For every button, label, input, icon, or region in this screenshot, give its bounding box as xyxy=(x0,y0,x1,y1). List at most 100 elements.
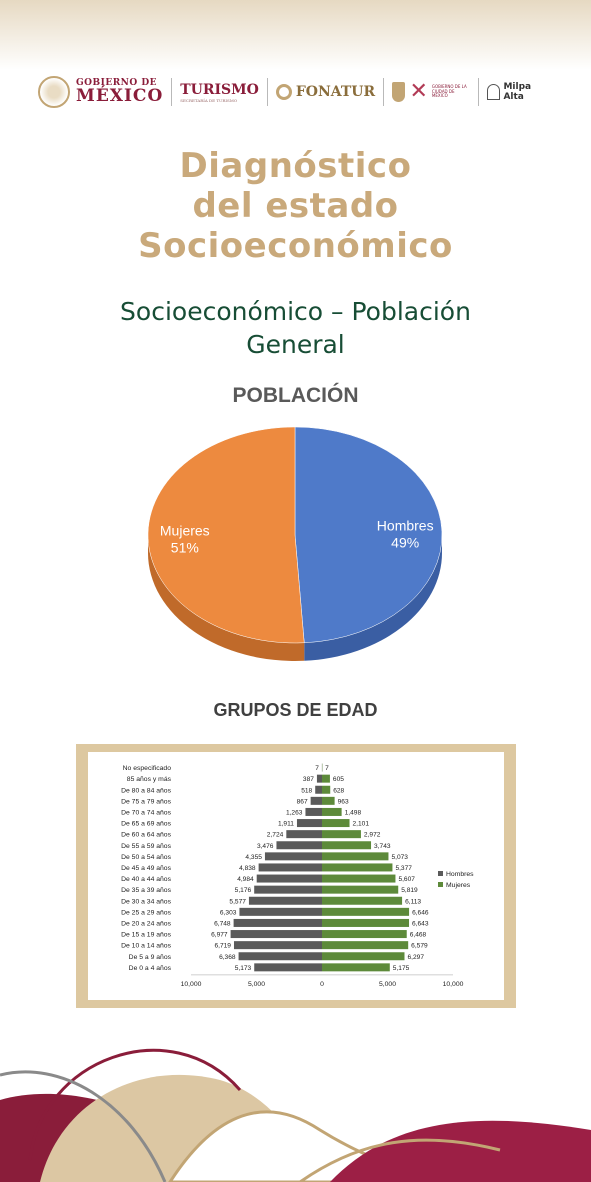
age-group-label: 85 años y más xyxy=(127,776,172,783)
mujeres-bar xyxy=(322,963,390,972)
age-group-label: De 75 a 79 años xyxy=(121,798,171,805)
mujeres-value-label: 2,972 xyxy=(364,832,381,839)
gobierno-small-text: GOBIERNO DE xyxy=(76,78,158,88)
mujeres-bar xyxy=(322,841,372,850)
legend-label: Hombres xyxy=(446,871,474,878)
fonatur-flower-icon xyxy=(275,84,292,100)
hombres-bar xyxy=(310,796,322,805)
hombres-bar xyxy=(233,918,322,927)
age-group-label: De 65 a 69 años xyxy=(121,821,171,828)
age-group-label: De 35 a 39 años xyxy=(121,887,171,894)
mujeres-bar xyxy=(322,819,350,828)
hombres-value-label: 5,176 xyxy=(235,887,252,894)
age-group-label: De 0 a 4 años xyxy=(129,965,172,972)
logo-separator xyxy=(477,78,479,106)
mujeres-bar xyxy=(322,807,342,816)
mujeres-bar xyxy=(322,774,330,783)
age-group-label: De 5 a 9 años xyxy=(129,954,172,961)
mujeres-value-label: 5,377 xyxy=(395,865,412,872)
hombres-bar xyxy=(248,896,322,905)
gobierno-de-mexico-logo: GOBIERNO DE MÉXICO xyxy=(38,76,163,108)
turismo-text: TURISMO xyxy=(180,81,259,98)
hombres-bar xyxy=(256,874,322,883)
turismo-subtext: SECRETARÍA DE TURISMO xyxy=(180,97,238,103)
mujeres-value-label: 6,297 xyxy=(407,954,424,961)
mujeres-bar xyxy=(322,918,410,927)
hombres-value-label: 6,303 xyxy=(220,909,237,916)
mujeres-bar xyxy=(322,796,335,805)
pie-side-mujeres xyxy=(148,535,305,661)
hombres-bar xyxy=(276,841,322,850)
x-tick-label: 5,000 xyxy=(379,981,396,988)
mujeres-value-label: 6,579 xyxy=(411,943,428,950)
hombres-bar xyxy=(258,863,322,872)
pie-side-hombres xyxy=(304,535,442,661)
legend-swatch xyxy=(438,882,443,887)
age-group-label: No especificado xyxy=(123,765,172,772)
mujeres-value-label: 3,743 xyxy=(374,843,391,850)
age-group-label: De 40 a 44 años xyxy=(121,876,171,883)
title-line: Diagnóstico xyxy=(179,146,412,186)
age-pyramid-chart: No especificado 7 7 85 años y más 387 605 De 8… xyxy=(121,763,474,988)
hombres-value-label: 6,368 xyxy=(219,954,236,961)
page-subtitle: Socioeconómico – Población General xyxy=(0,295,591,361)
mujeres-value-label: 6,468 xyxy=(410,932,427,939)
mujeres-value-label: 6,643 xyxy=(412,920,429,927)
age-group-label: De 50 a 54 años xyxy=(121,854,171,861)
subtitle-line: Socioeconómico – Población xyxy=(120,297,471,326)
wine-right-shape xyxy=(330,1120,591,1182)
mujeres-value-label: 963 xyxy=(338,798,349,805)
mujeres-bar xyxy=(322,885,399,894)
hombres-value-label: 1,911 xyxy=(278,821,294,828)
gray-arc-line xyxy=(0,1070,167,1182)
subtitle-line: General xyxy=(246,330,345,359)
age-group-label: De 30 a 34 años xyxy=(121,898,171,905)
hombres-value-label: 6,977 xyxy=(211,932,228,939)
hombres-bar xyxy=(264,852,322,861)
gold-right-line xyxy=(299,1138,501,1182)
hombres-value-label: 6,748 xyxy=(214,920,231,927)
age-group-label: De 80 a 84 años xyxy=(121,787,171,794)
pyramid-chart-frame: No especificado 7 7 85 años y más 387 605 De 8… xyxy=(76,744,516,1008)
x-tick-label: 10,000 xyxy=(181,981,202,988)
mujeres-value-label: 6,113 xyxy=(405,898,421,905)
cdmx-shield-icon xyxy=(392,82,406,102)
hombres-bar xyxy=(254,963,322,972)
hombres-value-label: 6,719 xyxy=(214,943,231,950)
age-group-label: De 10 a 14 años xyxy=(121,943,171,950)
hombres-value-label: 4,355 xyxy=(245,854,262,861)
mujeres-value-label: 628 xyxy=(333,787,344,794)
milpa-alta-icon xyxy=(486,84,501,100)
logo-separator xyxy=(171,78,173,106)
title-line: del estado xyxy=(192,186,399,226)
hombres-value-label: 7 xyxy=(315,765,319,772)
pie-label-value: 51% xyxy=(171,540,199,556)
hombres-value-label: 2,724 xyxy=(267,832,284,839)
hombres-bar xyxy=(286,830,322,839)
age-group-label: De 45 a 49 años xyxy=(121,865,171,872)
mujeres-bar xyxy=(322,830,361,839)
mujeres-value-label: 6,646 xyxy=(412,909,429,916)
pyramid-chart-panel: No especificado 7 7 85 años y más 387 605 De 8… xyxy=(88,752,504,1000)
cdmx-cross-icon: ✕ xyxy=(409,79,428,104)
cdmx-line1: GOBIERNO DE LA xyxy=(431,83,467,89)
institutional-logos: GOBIERNO DE MÉXICO TURISMO SECRETARÍA DE… xyxy=(38,74,553,110)
pie-label-name: Hombres xyxy=(377,517,434,533)
mujeres-bar xyxy=(322,896,403,905)
pie-label-value: 49% xyxy=(391,534,419,550)
page-title: Diagnóstico del estado Socioeconómico xyxy=(0,146,591,266)
hombres-value-label: 5,173 xyxy=(235,965,252,972)
hombres-value-label: 5,577 xyxy=(229,898,246,905)
fonatur-text: FONATUR xyxy=(295,84,376,100)
hombres-value-label: 4,984 xyxy=(237,876,254,883)
hombres-value-label: 4,838 xyxy=(239,865,256,872)
hombres-value-label: 3,476 xyxy=(257,843,274,850)
hombres-bar xyxy=(230,930,322,939)
age-group-label: De 60 a 64 años xyxy=(121,832,171,839)
hombres-bar xyxy=(296,819,322,828)
mujeres-value-label: 5,607 xyxy=(398,876,415,883)
hombres-bar xyxy=(315,785,322,794)
title-line: Socioeconómico xyxy=(138,226,453,266)
mujeres-bar xyxy=(322,907,410,916)
